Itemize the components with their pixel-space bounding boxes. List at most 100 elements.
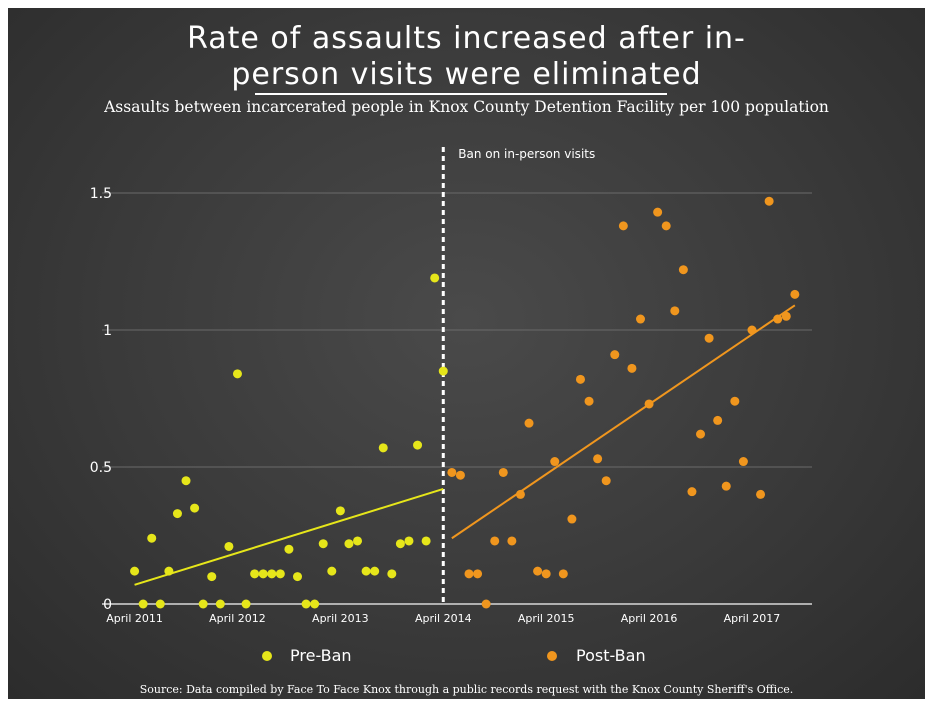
pre-ban-point bbox=[130, 566, 140, 576]
pre-ban-point bbox=[181, 476, 191, 486]
pre-ban-point bbox=[258, 569, 268, 579]
pre-ban-point bbox=[404, 536, 414, 546]
pre-ban-point bbox=[430, 273, 440, 283]
post-ban-point bbox=[790, 289, 800, 299]
post-ban-point bbox=[498, 467, 508, 477]
pre-ban-point bbox=[215, 599, 225, 609]
post-ban-point bbox=[704, 333, 714, 343]
y-tick-label: 1 bbox=[103, 323, 112, 339]
pre-ban-point bbox=[387, 569, 397, 579]
chart-subtitle: Assaults between incarcerated people in … bbox=[104, 98, 829, 116]
post-ban-point bbox=[713, 415, 723, 425]
y-tick-label: 1.5 bbox=[90, 186, 112, 202]
chart-title-line-2: person visits were eliminated bbox=[231, 57, 702, 92]
x-tick-label: April 2013 bbox=[312, 612, 369, 625]
x-tick-label: April 2015 bbox=[518, 612, 575, 625]
post-ban-point bbox=[490, 536, 500, 546]
post-ban-point bbox=[618, 221, 628, 231]
pre-ban-point bbox=[301, 599, 311, 609]
post-ban-point bbox=[541, 569, 551, 579]
post-ban-point bbox=[558, 569, 568, 579]
pre-ban-point bbox=[421, 536, 431, 546]
pre-ban-point bbox=[378, 443, 388, 453]
source-note: Source: Data compiled by Face To Face Kn… bbox=[139, 683, 794, 696]
pre-ban-point bbox=[232, 369, 242, 379]
pre-ban-point bbox=[344, 539, 354, 549]
pre-ban-point bbox=[172, 509, 182, 519]
post-ban-point bbox=[678, 265, 688, 275]
pre-ban-point bbox=[164, 566, 174, 576]
pre-ban-trend-line bbox=[134, 487, 444, 586]
post-ban-point bbox=[636, 314, 645, 324]
pre-ban-point bbox=[275, 569, 285, 579]
post-ban-point bbox=[524, 418, 534, 428]
y-tick-label: 0 bbox=[103, 597, 112, 613]
post-ban-point bbox=[644, 399, 654, 409]
post-ban-point bbox=[781, 311, 791, 321]
post-ban-point bbox=[447, 467, 457, 477]
post-ban-point bbox=[550, 457, 560, 467]
post-ban-point bbox=[627, 363, 637, 373]
post-ban-point bbox=[610, 350, 620, 360]
post-ban-point bbox=[567, 514, 577, 524]
post-ban-point bbox=[593, 454, 603, 464]
y-tick-label: 0.5 bbox=[90, 460, 112, 476]
pre-ban-point bbox=[207, 572, 217, 582]
post-ban-point bbox=[464, 569, 474, 579]
post-ban-point bbox=[747, 325, 757, 335]
chart-background bbox=[8, 8, 925, 699]
x-tick-label: April 2016 bbox=[621, 612, 678, 625]
pre-ban-point bbox=[224, 541, 234, 551]
pre-ban-point bbox=[267, 569, 277, 579]
legend-pre-ban-marker bbox=[262, 651, 272, 661]
legend-pre-ban-label: Pre-Ban bbox=[290, 646, 352, 665]
x-tick-label: April 2014 bbox=[415, 612, 472, 625]
pre-ban-point bbox=[198, 599, 208, 609]
pre-ban-point bbox=[370, 566, 380, 576]
post-ban-point bbox=[455, 470, 465, 480]
chart-title-line-1: Rate of assaults increased after in- bbox=[187, 21, 746, 56]
x-tick-label: April 2011 bbox=[106, 612, 163, 625]
pre-ban-point bbox=[395, 539, 405, 549]
x-tick-label: April 2017 bbox=[724, 612, 781, 625]
pre-ban-point bbox=[361, 566, 371, 576]
pre-ban-point bbox=[138, 599, 148, 609]
post-ban-point bbox=[687, 487, 697, 497]
post-ban-point bbox=[773, 314, 783, 324]
legend-post-ban-marker bbox=[547, 651, 557, 661]
post-ban-point bbox=[696, 429, 706, 439]
post-ban-point bbox=[661, 221, 671, 231]
pre-ban-point bbox=[335, 506, 345, 516]
pre-ban-point bbox=[284, 544, 294, 554]
pre-ban-point bbox=[318, 539, 328, 549]
post-ban-point bbox=[515, 489, 525, 499]
post-ban-point bbox=[756, 489, 766, 499]
pre-ban-point bbox=[293, 572, 302, 582]
pre-ban-point bbox=[310, 599, 320, 609]
pre-ban-point bbox=[413, 440, 423, 450]
title-underline bbox=[255, 93, 667, 95]
post-ban-point bbox=[670, 306, 680, 316]
post-ban-point bbox=[738, 457, 748, 467]
post-ban-point bbox=[575, 374, 585, 384]
post-ban-point bbox=[533, 566, 543, 576]
post-ban-point bbox=[601, 476, 611, 486]
post-ban-trend-line bbox=[451, 304, 796, 540]
post-ban-point bbox=[730, 396, 740, 406]
pre-ban-point bbox=[353, 536, 363, 546]
pre-ban-point bbox=[147, 533, 157, 543]
pre-ban-point bbox=[250, 569, 260, 579]
post-ban-point bbox=[507, 536, 517, 546]
post-ban-point bbox=[653, 207, 663, 217]
post-ban-point bbox=[721, 481, 731, 491]
pre-ban-point bbox=[327, 566, 337, 576]
pre-ban-point bbox=[155, 599, 165, 609]
pre-ban-point bbox=[438, 366, 448, 376]
ban-annotation-label: Ban on in-person visits bbox=[458, 147, 595, 161]
post-ban-point bbox=[764, 196, 774, 206]
legend-post-ban-label: Post-Ban bbox=[576, 646, 646, 665]
post-ban-point bbox=[473, 569, 483, 579]
pre-ban-point bbox=[241, 599, 251, 609]
post-ban-point bbox=[584, 396, 594, 406]
